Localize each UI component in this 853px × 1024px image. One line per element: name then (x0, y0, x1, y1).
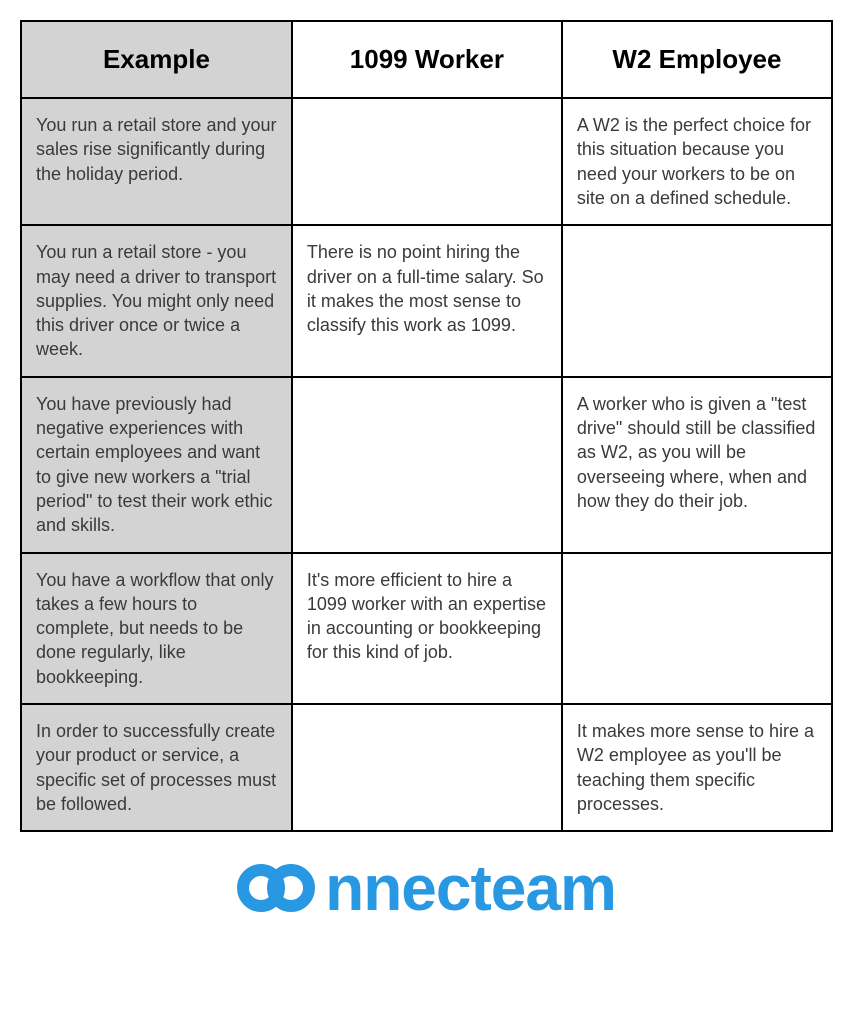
infinity-icon (237, 864, 327, 912)
cell-example: You run a retail store and your sales ri… (21, 98, 292, 225)
table-row: You have a workflow that only takes a fe… (21, 553, 832, 704)
cell-example: You have previously had negative experie… (21, 377, 292, 553)
comparison-table: Example 1099 Worker W2 Employee You run … (20, 20, 833, 832)
header-example: Example (21, 21, 292, 98)
cell-example: You run a retail store - you may need a … (21, 225, 292, 376)
cell-w2 (562, 553, 832, 704)
cell-1099: It's more efficient to hire a 1099 worke… (292, 553, 562, 704)
cell-1099 (292, 98, 562, 225)
table-row: You run a retail store - you may need a … (21, 225, 832, 376)
header-1099: 1099 Worker (292, 21, 562, 98)
cell-w2: A W2 is the perfect choice for this situ… (562, 98, 832, 225)
cell-example: You have a workflow that only takes a fe… (21, 553, 292, 704)
cell-w2 (562, 225, 832, 376)
brand-logo: nnecteam (237, 856, 616, 920)
cell-w2: It makes more sense to hire a W2 employe… (562, 704, 832, 831)
table-row: In order to successfully create your pro… (21, 704, 832, 831)
table-header-row: Example 1099 Worker W2 Employee (21, 21, 832, 98)
brand-name-text: nnecteam (325, 856, 616, 920)
cell-1099 (292, 704, 562, 831)
cell-example: In order to successfully create your pro… (21, 704, 292, 831)
cell-w2: A worker who is given a "test drive" sho… (562, 377, 832, 553)
brand-logo-wrap: nnecteam (20, 856, 833, 920)
table-row: You run a retail store and your sales ri… (21, 98, 832, 225)
cell-1099: There is no point hiring the driver on a… (292, 225, 562, 376)
table-row: You have previously had negative experie… (21, 377, 832, 553)
cell-1099 (292, 377, 562, 553)
header-w2: W2 Employee (562, 21, 832, 98)
